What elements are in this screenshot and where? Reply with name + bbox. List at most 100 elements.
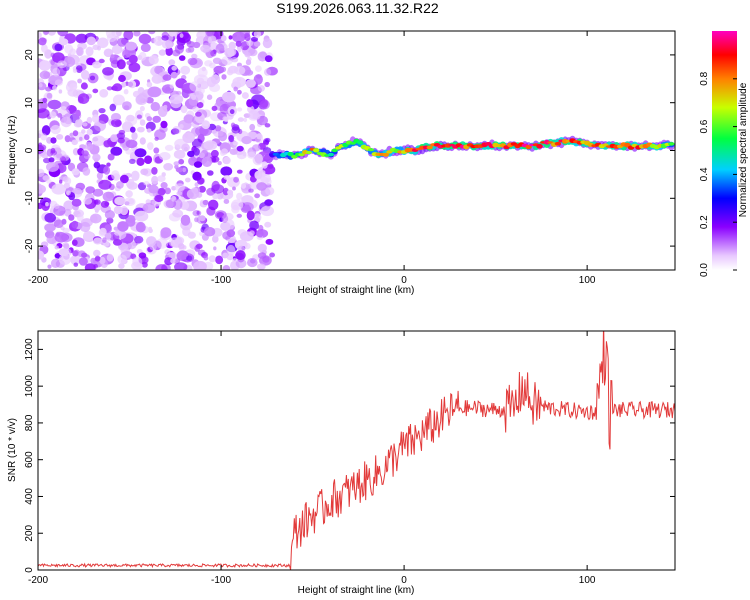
noise-blob bbox=[232, 76, 246, 88]
noise-blob bbox=[116, 181, 124, 189]
noise-blob bbox=[262, 38, 273, 49]
noise-blob bbox=[180, 65, 191, 75]
noise-blob bbox=[44, 212, 56, 223]
noise-blob bbox=[158, 49, 166, 56]
noise-blob bbox=[97, 45, 101, 51]
noise-blob bbox=[139, 105, 145, 112]
noise-blob bbox=[139, 119, 146, 126]
noise-blob bbox=[242, 151, 247, 157]
noise-blob bbox=[90, 213, 102, 224]
noise-blob bbox=[182, 132, 195, 144]
noise-blob bbox=[131, 132, 138, 141]
noise-blob bbox=[52, 67, 61, 77]
noise-blob bbox=[176, 32, 191, 44]
noise-blob bbox=[110, 120, 116, 125]
noise-blob bbox=[245, 79, 256, 88]
noise-blob bbox=[191, 138, 203, 149]
noise-blob bbox=[269, 252, 275, 258]
noise-blob bbox=[195, 243, 203, 249]
noise-blob bbox=[96, 172, 103, 180]
noise-blob bbox=[229, 148, 238, 155]
noise-blob bbox=[106, 162, 111, 167]
x-tick-label: -100 bbox=[211, 275, 231, 286]
noise-blob bbox=[156, 238, 169, 249]
noise-blob bbox=[180, 105, 188, 114]
noise-blob bbox=[133, 31, 141, 37]
ridge-segment bbox=[357, 140, 364, 145]
noise-blob bbox=[237, 47, 242, 53]
noise-blob bbox=[72, 130, 79, 137]
noise-blob bbox=[162, 74, 172, 81]
noise-blob bbox=[127, 81, 134, 87]
noise-blob bbox=[218, 130, 224, 137]
noise-blob bbox=[54, 245, 59, 250]
noise-blob bbox=[241, 92, 249, 99]
noise-blob bbox=[187, 150, 196, 158]
noise-blob bbox=[204, 226, 216, 237]
noise-blob bbox=[46, 162, 59, 172]
noise-blob bbox=[111, 44, 123, 55]
noise-blob bbox=[128, 62, 141, 73]
noise-blob bbox=[71, 168, 80, 176]
noise-blob bbox=[260, 205, 274, 217]
noise-blob bbox=[168, 59, 176, 66]
noise-blob bbox=[51, 183, 66, 195]
noise-blob bbox=[49, 111, 57, 119]
noise-blob bbox=[93, 249, 101, 257]
ridge-segment bbox=[331, 148, 338, 153]
noise-blob bbox=[93, 237, 103, 245]
noise-blob bbox=[237, 117, 244, 122]
noise-blob bbox=[193, 161, 203, 168]
noise-blob bbox=[187, 57, 198, 66]
noise-blob bbox=[75, 65, 83, 73]
noise-blob bbox=[71, 220, 79, 229]
spectrogram-noise-region bbox=[38, 31, 278, 270]
noise-blob bbox=[200, 44, 211, 53]
noise-blob bbox=[117, 221, 129, 232]
noise-blob bbox=[39, 60, 51, 71]
noise-blob bbox=[118, 74, 126, 83]
noise-blob bbox=[47, 264, 52, 269]
noise-blob bbox=[156, 40, 163, 46]
noise-blob bbox=[127, 182, 138, 190]
noise-blob bbox=[82, 122, 88, 127]
noise-blob bbox=[228, 35, 233, 40]
noise-blob bbox=[92, 188, 104, 197]
noise-blob bbox=[234, 65, 246, 75]
noise-blob bbox=[127, 241, 137, 250]
noise-blob bbox=[52, 85, 58, 91]
noise-blob bbox=[223, 199, 230, 204]
noise-blob bbox=[265, 238, 274, 245]
noise-blob bbox=[114, 119, 122, 127]
noise-blob bbox=[112, 83, 123, 92]
noise-blob bbox=[212, 235, 219, 243]
noise-blob bbox=[265, 186, 275, 196]
noise-blob bbox=[86, 128, 93, 136]
noise-blob bbox=[220, 66, 227, 73]
noise-blob bbox=[72, 250, 79, 257]
noise-blob bbox=[45, 202, 49, 207]
noise-blob bbox=[223, 175, 231, 180]
noise-blob bbox=[221, 214, 229, 223]
noise-blob bbox=[151, 167, 158, 175]
noise-blob bbox=[185, 48, 192, 53]
noise-blob bbox=[241, 183, 247, 189]
noise-blob bbox=[235, 250, 246, 261]
noise-blob bbox=[46, 136, 53, 144]
noise-blob bbox=[163, 199, 175, 209]
noise-blob bbox=[114, 231, 121, 236]
noise-blob bbox=[76, 213, 84, 222]
noise-blob bbox=[211, 180, 220, 192]
noise-blob bbox=[117, 254, 127, 265]
noise-blob bbox=[38, 250, 45, 260]
snr-x-ticks: -200 -100 0 100 bbox=[28, 331, 596, 586]
noise-blob bbox=[254, 193, 260, 199]
noise-blob bbox=[174, 43, 184, 54]
snr-series-line bbox=[38, 331, 675, 570]
noise-blob bbox=[64, 208, 72, 217]
x-tick-label: 0 bbox=[401, 575, 407, 586]
noise-blob bbox=[86, 116, 93, 124]
noise-blob bbox=[142, 202, 156, 214]
noise-blob bbox=[254, 133, 263, 144]
noise-blob bbox=[161, 40, 173, 49]
